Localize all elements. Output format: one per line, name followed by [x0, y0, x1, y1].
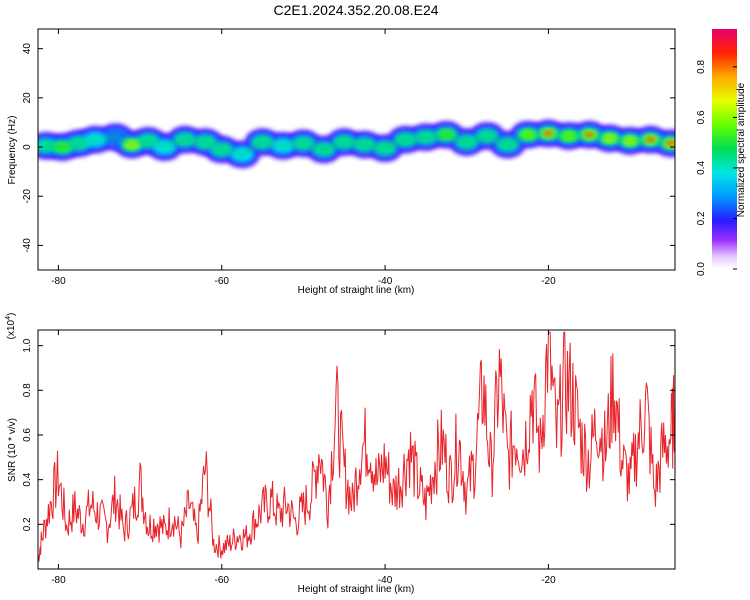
snr-scale-exp: 4: [5, 316, 12, 320]
colorbar-label: Normalized spectral amplitude: [736, 82, 747, 217]
snr-series: [38, 331, 675, 562]
chart-title: C2E1.2024.352.20.08.E24: [273, 2, 438, 18]
snr-line: [38, 331, 675, 562]
y-tick-label: 0: [22, 144, 33, 150]
colorbar-tick-label: 0.6: [696, 110, 707, 124]
y-tick-label: 0.4: [22, 472, 33, 486]
y-tick-label: 20: [22, 92, 33, 104]
y-tick-label: 40: [22, 43, 33, 55]
y-tick-label: -40: [22, 238, 33, 253]
x-tick-label: -80: [51, 575, 66, 586]
colorbar-ticks: 0.0 0.2 0.4 0.6 0.8: [696, 60, 737, 276]
snr-scale-close: ): [6, 313, 17, 316]
x-tick-label: -20: [541, 276, 556, 287]
snr-frame: [37, 329, 676, 570]
colorbar-tick-label: 0.8: [696, 60, 707, 74]
snr-y-ticks: 0.2 0.4 0.6 0.8 1.0: [22, 338, 675, 531]
colorbar-tick-label: 0.0: [696, 262, 707, 276]
snr-panel: -80 -60 -40 -20 0.2 0.4 0.6 0.8 1.0 Height of s…: [5, 313, 676, 595]
colorbar-tick-label: 0.4: [696, 161, 707, 175]
snr-x-ticks: -80 -60 -40 -20: [51, 330, 556, 586]
snr-scale-label: (x104): [5, 313, 17, 340]
snr-scale-base: (x10: [6, 319, 17, 339]
y-tick-label: -20: [22, 189, 33, 204]
y-tick-label: 0.2: [22, 517, 33, 531]
x-tick-label: -40: [378, 575, 393, 586]
band-core: [46, 131, 672, 157]
snr-x-label: Height of straight line (km): [298, 584, 415, 595]
spectrogram-frame: [37, 28, 676, 271]
y-tick-label: 1.0: [22, 338, 33, 352]
x-tick-label: -20: [541, 575, 556, 586]
colorbar: 0.0 0.2 0.4 0.6 0.8 Normalized spectral ampl…: [696, 29, 747, 276]
x-tick-label: -60: [215, 276, 230, 287]
snr-y-label: SNR (10 * v/v): [7, 418, 18, 482]
y-tick-label: 0.8: [22, 383, 33, 397]
svg-text:(x104): (x104): [5, 313, 17, 340]
spectrogram-band: [38, 119, 675, 169]
y-tick-label: 0.6: [22, 428, 33, 442]
colorbar-tick-label: 0.2: [696, 211, 707, 225]
spectrogram-x-ticks: -80 -60 -40 -20: [51, 29, 556, 287]
spectrogram-y-ticks: 40 20 0 -20 -40: [22, 43, 675, 253]
x-tick-label: -60: [215, 575, 230, 586]
spectrogram-y-label: Frequency (Hz): [7, 116, 18, 185]
x-tick-label: -80: [51, 276, 66, 287]
colorbar-scale: [712, 29, 737, 269]
spectrogram-panel: -80 -60 -40 -20 40 20 0 -20 -40 Height of strai…: [7, 28, 676, 296]
x-tick-label: -40: [378, 276, 393, 287]
spectrogram-x-label: Height of straight line (km): [298, 285, 415, 296]
